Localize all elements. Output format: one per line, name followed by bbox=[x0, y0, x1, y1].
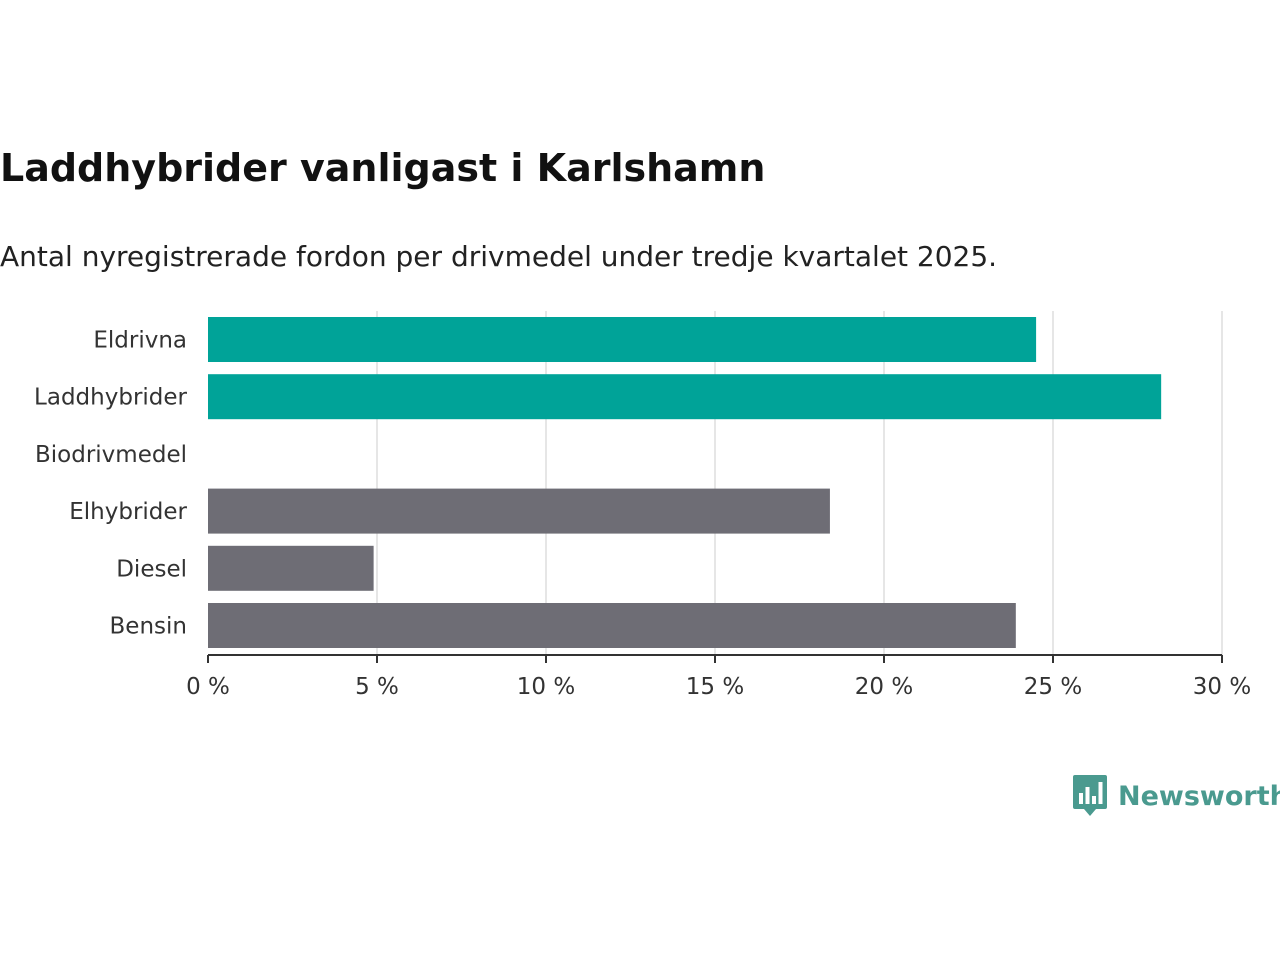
chart-subtitle: Antal nyregistrerade fordon per drivmede… bbox=[0, 240, 998, 273]
category-label-laddhybrider: Laddhybrider bbox=[34, 385, 187, 411]
bar-chart-speech-bubble-icon bbox=[1073, 775, 1107, 816]
category-labels: Eldrivna Laddhybrider Biodrivmedel Elhybrid… bbox=[34, 328, 187, 640]
x-tick-label-5: 5 % bbox=[355, 674, 399, 700]
bars bbox=[208, 317, 1162, 648]
x-tick-label-15: 15 % bbox=[686, 674, 744, 700]
brand-name: Newsworthy bbox=[1118, 780, 1280, 812]
x-tick-label-20: 20 % bbox=[855, 674, 913, 700]
category-label-diesel: Diesel bbox=[116, 556, 187, 582]
brand-logo: Newsworthy bbox=[1072, 774, 1280, 818]
category-label-elhybrider: Elhybrider bbox=[69, 499, 187, 525]
bar-diesel bbox=[208, 545, 374, 591]
bar-eldrivna bbox=[208, 317, 1037, 362]
x-tick-label-25: 25 % bbox=[1024, 674, 1082, 700]
x-tick-label-0: 0 % bbox=[186, 674, 230, 700]
x-tick-label-10: 10 % bbox=[517, 674, 575, 700]
bar-elhybrider bbox=[208, 488, 830, 534]
category-label-bensin: Bensin bbox=[110, 614, 187, 640]
x-axis: 0 % 5 % 10 % 15 % 20 % 25 % 30 % bbox=[186, 654, 1251, 700]
category-label-eldrivna: Eldrivna bbox=[93, 328, 187, 354]
gridlines bbox=[376, 311, 1223, 655]
category-label-biodrivmedel: Biodrivmedel bbox=[35, 442, 187, 468]
x-tick-label-30: 30 % bbox=[1193, 674, 1251, 700]
bar-bensin bbox=[208, 603, 1016, 648]
bar-laddhybrider bbox=[208, 374, 1162, 420]
chart-title: Laddhybrider vanligast i Karlshamn bbox=[0, 146, 766, 190]
